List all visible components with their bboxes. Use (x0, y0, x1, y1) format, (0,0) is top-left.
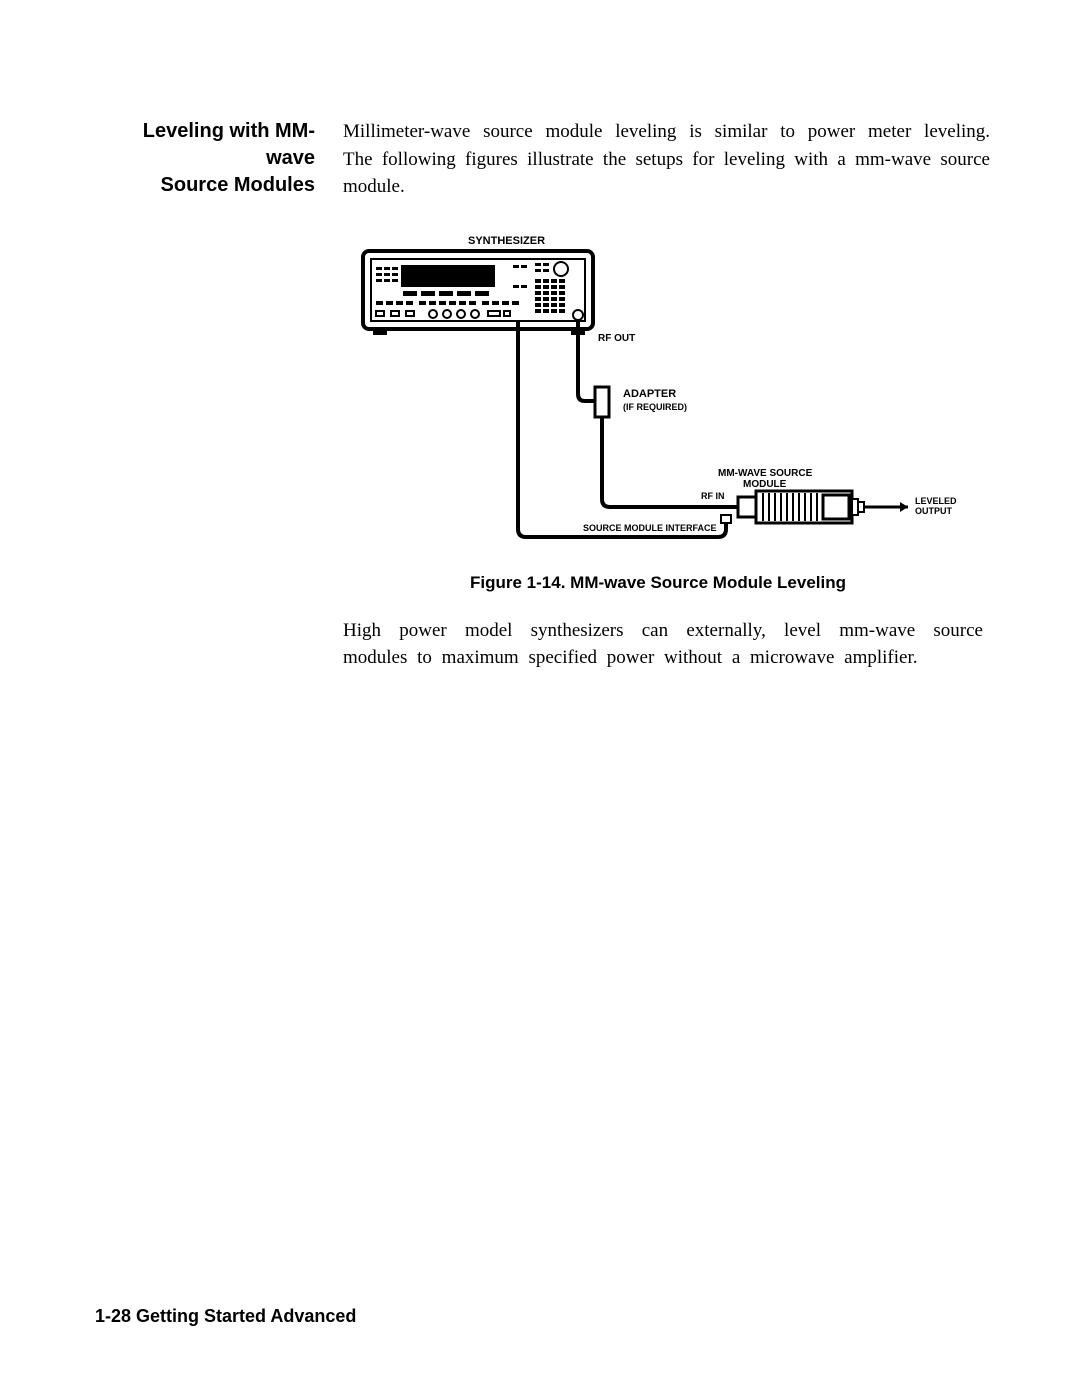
label-rf-out: RF OUT (598, 333, 635, 344)
label-mm-module-2: MODULE (743, 479, 787, 490)
leveled-output-arrow (900, 502, 908, 512)
after-paragraph: High power model synthesizers can extern… (343, 617, 983, 672)
page-footer: 1-28 Getting Started Advanced (95, 1306, 356, 1327)
synthesizer-icon (363, 251, 593, 335)
label-adapter: ADAPTER (623, 388, 676, 400)
heading-line-1: Leveling with MM-wave (143, 120, 315, 169)
interface-connector (721, 515, 731, 523)
page: Leveling with MM-wave Source Modules Mil… (0, 0, 1080, 1397)
figure-diagram: SYNTHESIZER (343, 229, 973, 569)
mm-wave-module-icon (738, 491, 864, 523)
adapter-icon (595, 387, 609, 417)
section-row: Leveling with MM-wave Source Modules Mil… (95, 118, 990, 201)
label-leveled-2: OUTPUT (915, 506, 953, 516)
side-heading: Leveling with MM-wave Source Modules (95, 118, 315, 199)
label-leveled-1: LEVELED (915, 496, 957, 506)
label-interface: SOURCE MODULE INTERFACE (583, 523, 717, 533)
label-rf-in: RF IN (701, 491, 725, 501)
label-synthesizer: SYNTHESIZER (468, 235, 545, 247)
cable-interface (518, 321, 726, 537)
label-mm-module-1: MM-WAVE SOURCE (718, 468, 813, 479)
label-adapter-sub: (IF REQUIRED) (623, 402, 687, 412)
heading-line-2: Source Modules (161, 174, 315, 196)
figure-caption: Figure 1-14. MM-wave Source Module Level… (343, 573, 973, 593)
intro-paragraph: Millimeter-wave source module leveling i… (343, 118, 990, 201)
figure: SYNTHESIZER (343, 229, 973, 593)
